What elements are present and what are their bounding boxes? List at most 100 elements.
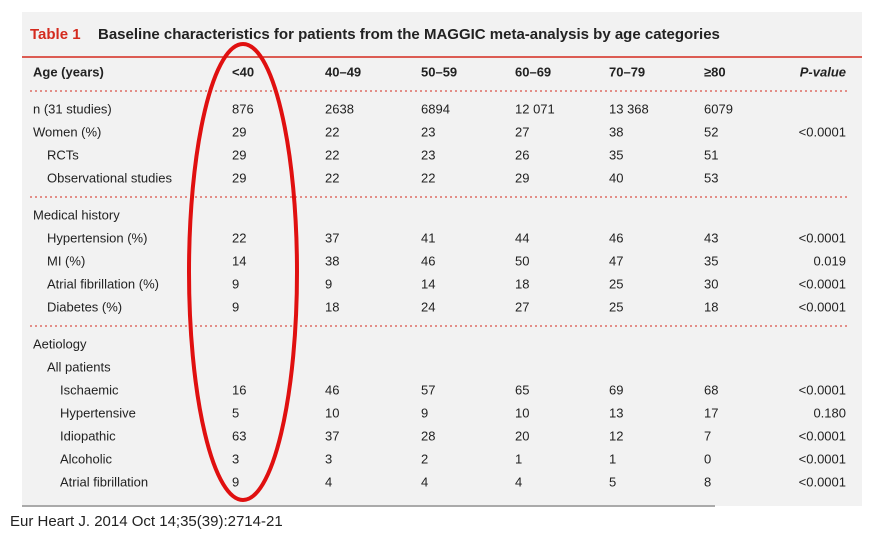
cell: 53	[704, 170, 718, 185]
cell: 16	[232, 382, 246, 397]
p-value: 0.019	[813, 253, 846, 268]
cell: 9	[232, 299, 239, 314]
row-label: Ischaemic	[60, 382, 119, 397]
p-value: 0.180	[813, 405, 846, 420]
cell: 2	[421, 451, 428, 466]
cell: 14	[421, 276, 435, 291]
cell: 876	[232, 101, 254, 116]
column-header: 70–79	[609, 64, 645, 79]
cell: 38	[325, 253, 339, 268]
cell: 29	[232, 124, 246, 139]
table-label: Table 1	[30, 26, 81, 43]
cell: 9	[325, 276, 332, 291]
cell: 28	[421, 428, 435, 443]
cell: 8	[704, 474, 711, 489]
p-value: <0.0001	[799, 124, 846, 139]
cell: 46	[325, 382, 339, 397]
cell: 18	[325, 299, 339, 314]
table-title: Baseline characteristics for patients fr…	[98, 26, 720, 43]
row-label: Hypertension (%)	[47, 230, 147, 245]
cell: 29	[232, 170, 246, 185]
row-label: Medical history	[33, 207, 120, 222]
cell: 40	[609, 170, 623, 185]
row-label: Atrial fibrillation	[60, 474, 148, 489]
cell: 23	[421, 124, 435, 139]
cell: 30	[704, 276, 718, 291]
row-label: Aetiology	[33, 336, 87, 351]
row-label: Hypertensive	[60, 405, 136, 420]
row-label: Observational studies	[47, 170, 173, 185]
cell: 5	[609, 474, 616, 489]
row-label: All patients	[47, 359, 111, 374]
cell: 46	[421, 253, 435, 268]
cell: 69	[609, 382, 623, 397]
p-value: <0.0001	[799, 230, 846, 245]
cell: 12 071	[515, 101, 555, 116]
p-value: <0.0001	[799, 451, 846, 466]
cell: 50	[515, 253, 529, 268]
p-value: <0.0001	[799, 474, 846, 489]
cell: 22	[325, 124, 339, 139]
cell: 10	[325, 405, 339, 420]
cell: 18	[515, 276, 529, 291]
cell: 25	[609, 276, 623, 291]
row-label: n (31 studies)	[33, 101, 112, 116]
cell: 29	[232, 147, 246, 162]
cell: 9	[232, 276, 239, 291]
cell: 2638	[325, 101, 354, 116]
cell: 20	[515, 428, 529, 443]
cell: 13	[609, 405, 623, 420]
row-label: Atrial fibrillation (%)	[47, 276, 159, 291]
cell: 44	[515, 230, 529, 245]
cell: 63	[232, 428, 246, 443]
cell: 5	[232, 405, 239, 420]
cell: 4	[515, 474, 522, 489]
cell: 9	[421, 405, 428, 420]
column-header: 60–69	[515, 64, 551, 79]
row-label: RCTs	[47, 147, 79, 162]
cell: 38	[609, 124, 623, 139]
table-body: Age (years) <40 40–49 50–59 60–69 70–79 ≥80 P-v…	[30, 64, 850, 489]
cell: 7	[704, 428, 711, 443]
highlight-ellipse	[187, 42, 299, 502]
cell: 27	[515, 299, 529, 314]
cell: 22	[325, 147, 339, 162]
cell: 46	[609, 230, 623, 245]
cell: 68	[704, 382, 718, 397]
cell: 25	[609, 299, 623, 314]
cell: 10	[515, 405, 529, 420]
row-label: Women (%)	[33, 124, 101, 139]
p-value: <0.0001	[799, 382, 846, 397]
cell: 3	[232, 451, 239, 466]
cell: 22	[325, 170, 339, 185]
cell: 14	[232, 253, 246, 268]
cell: 6079	[704, 101, 733, 116]
cell: 22	[232, 230, 246, 245]
p-value: <0.0001	[799, 299, 846, 314]
column-header: P-value	[800, 64, 846, 79]
cell: 4	[325, 474, 332, 489]
column-header: ≥80	[704, 64, 726, 79]
cell: 3	[325, 451, 332, 466]
citation: Eur Heart J. 2014 Oct 14;35(39):2714-21	[10, 513, 283, 530]
cell: 37	[325, 428, 339, 443]
cell: 51	[704, 147, 718, 162]
cell: 23	[421, 147, 435, 162]
cell: 26	[515, 147, 529, 162]
cell: 12	[609, 428, 623, 443]
p-value: <0.0001	[799, 428, 846, 443]
column-header: 50–59	[421, 64, 457, 79]
column-header: Age (years)	[33, 64, 104, 79]
cell: 52	[704, 124, 718, 139]
cell: 1	[609, 451, 616, 466]
cell: 57	[421, 382, 435, 397]
cell: 41	[421, 230, 435, 245]
cell: 1	[515, 451, 522, 466]
cell: 27	[515, 124, 529, 139]
cell: 0	[704, 451, 711, 466]
cell: 47	[609, 253, 623, 268]
column-header: <40	[232, 64, 254, 79]
row-label: MI (%)	[47, 253, 85, 268]
